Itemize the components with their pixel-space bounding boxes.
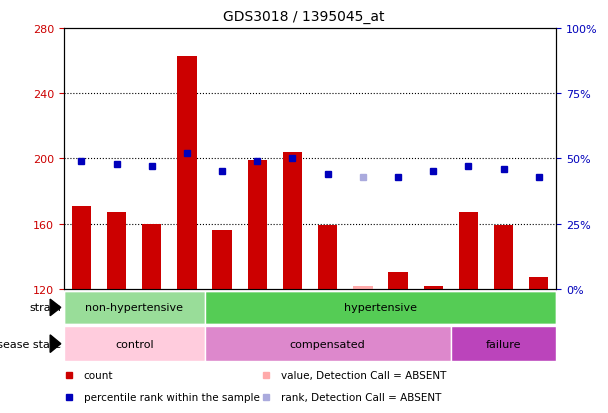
Bar (353, 286, 373, 289)
Polygon shape (50, 335, 61, 353)
Text: value, Detection Call = ABSENT: value, Detection Call = ABSENT (280, 370, 446, 380)
Bar (424, 286, 443, 289)
Bar (72, 206, 91, 289)
Text: compensated: compensated (290, 339, 365, 349)
Bar (451, 326, 556, 361)
Bar (389, 273, 408, 289)
Bar (212, 230, 232, 289)
Text: rank, Detection Call = ABSENT: rank, Detection Call = ABSENT (280, 392, 441, 403)
Bar (142, 224, 162, 289)
Text: non-hypertensive: non-hypertensive (85, 303, 183, 313)
Bar (247, 161, 267, 289)
Bar (204, 326, 451, 361)
Bar (529, 278, 548, 289)
Text: GDS3018 / 1395045_at: GDS3018 / 1395045_at (223, 10, 385, 24)
Text: hypertensive: hypertensive (344, 303, 417, 313)
Bar (458, 213, 478, 289)
Bar (283, 152, 302, 289)
Bar (107, 213, 126, 289)
Text: disease state: disease state (0, 339, 61, 349)
Polygon shape (50, 299, 61, 316)
Bar (64, 291, 204, 324)
Bar (318, 225, 337, 289)
Text: percentile rank within the sample: percentile rank within the sample (83, 392, 260, 403)
Bar (64, 326, 204, 361)
Bar (204, 291, 556, 324)
Bar (494, 225, 513, 289)
Text: control: control (115, 339, 153, 349)
Text: count: count (83, 370, 113, 380)
Text: strain: strain (29, 303, 61, 313)
Text: failure: failure (486, 339, 521, 349)
Bar (178, 57, 196, 289)
